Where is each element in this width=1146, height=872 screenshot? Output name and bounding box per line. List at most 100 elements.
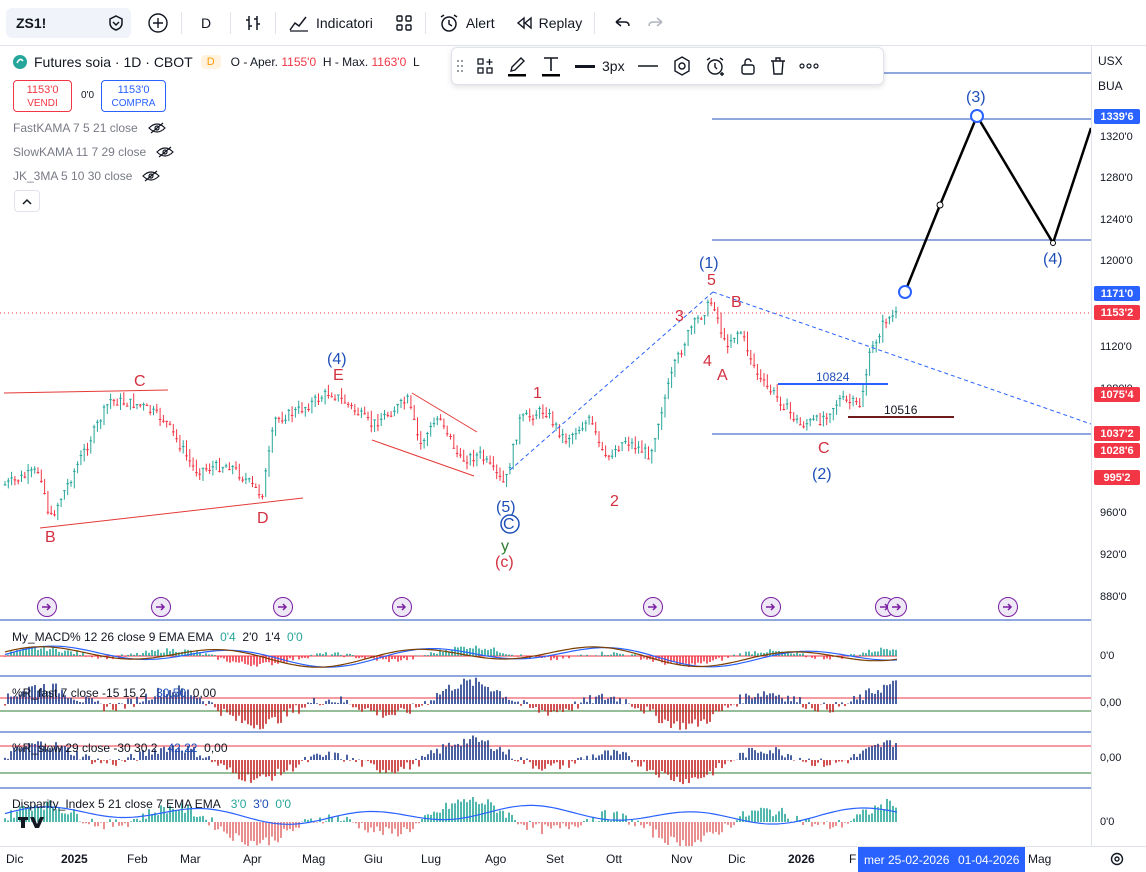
- layouts-button[interactable]: [387, 8, 421, 38]
- wave-label: A: [717, 367, 728, 384]
- event-marker-icon[interactable]: [643, 597, 663, 617]
- text-icon: [542, 57, 560, 77]
- indicator-slowkama[interactable]: SlowKAMA 11 7 29 close: [13, 145, 175, 159]
- gear-icon[interactable]: [1109, 851, 1125, 867]
- indicator-fastkama[interactable]: FastKAMA 7 5 21 close: [13, 121, 166, 135]
- time-axis[interactable]: Dic 2025 Feb Mar Apr Mag Giu Lug Ago Set…: [0, 846, 1146, 872]
- grid-icon: [396, 14, 412, 31]
- trendline: [411, 392, 478, 433]
- more-button[interactable]: [798, 51, 819, 81]
- sell-label: VENDI: [27, 98, 58, 109]
- spread-value: 0'0: [81, 90, 95, 101]
- time-tick: Ott: [606, 852, 623, 866]
- text-button[interactable]: [540, 51, 562, 81]
- projection-point: [1050, 240, 1056, 246]
- add-alert-button[interactable]: [705, 51, 727, 81]
- wave-label: C: [503, 516, 515, 533]
- macd-legend[interactable]: My_MACD% 12 26 close 9 EMA EMA 0'4 2'0 1…: [12, 630, 303, 644]
- price-tick: 1320'0: [1100, 131, 1133, 143]
- alert-button[interactable]: Alert: [430, 8, 503, 38]
- event-marker-icon[interactable]: [151, 597, 171, 617]
- wave-label: 4: [703, 353, 712, 370]
- buy-button[interactable]: 1153'0 COMPRA: [101, 80, 166, 112]
- event-marker-icon[interactable]: [37, 597, 57, 617]
- drag-handle[interactable]: [456, 51, 464, 81]
- pencil-icon: [508, 57, 526, 77]
- price-tag: 1037'2: [1094, 426, 1140, 441]
- macd-axis-label: 0'0: [1100, 650, 1115, 662]
- dashed-trendline: [712, 291, 1091, 425]
- chart-title[interactable]: Futures soia · 1D · CBOT: [34, 54, 193, 70]
- price-tick: 880'0: [1100, 591, 1127, 603]
- indicators-icon: [289, 16, 308, 32]
- wave-label: (2): [812, 466, 832, 483]
- price-axis[interactable]: USX BUA 1320'0 1280'0 1240'0 1200'0 1120…: [1091, 46, 1146, 846]
- gear-icon: [673, 56, 690, 76]
- time-tick: Mag: [302, 852, 326, 866]
- panel-value: 30,50: [156, 686, 187, 700]
- event-marker-icon[interactable]: [887, 597, 907, 617]
- add-symbol-button[interactable]: [139, 8, 177, 38]
- settings-button[interactable]: [671, 51, 693, 81]
- event-marker-icon[interactable]: [761, 597, 781, 617]
- soybean-logo-icon: [13, 55, 27, 69]
- time-tick: Mag: [1028, 852, 1052, 866]
- chart-type-button[interactable]: [235, 8, 271, 38]
- line-color-button[interactable]: [506, 51, 528, 81]
- price-chart[interactable]: [0, 46, 1091, 846]
- indicators-button[interactable]: Indicatori: [280, 8, 381, 38]
- lock-icon: [740, 58, 755, 75]
- undo-button[interactable]: [605, 8, 639, 38]
- divider: [181, 11, 182, 34]
- candles-group: [3, 297, 898, 521]
- disparity-legend[interactable]: Disparity_Index 5 21 close 7 EMA EMA 3'0…: [12, 797, 291, 811]
- time-tick: Lug: [421, 852, 442, 866]
- line-style-button[interactable]: [637, 51, 659, 81]
- replay-button[interactable]: Replay: [507, 8, 591, 38]
- delete-button[interactable]: [769, 51, 787, 81]
- panel-value: 0'0: [275, 797, 292, 811]
- range-end-date: 01-04-2026: [952, 847, 1026, 872]
- level-label: 10516: [884, 403, 918, 417]
- sell-button[interactable]: 1153'0 VENDI: [13, 80, 72, 112]
- price-tag: 1153'2: [1094, 305, 1140, 320]
- event-marker-icon[interactable]: [998, 597, 1018, 617]
- forward-icon: [892, 603, 902, 611]
- event-marker-icon[interactable]: [273, 597, 293, 617]
- drawing-toolbar: 3px: [451, 47, 884, 85]
- wave-label: C: [134, 373, 146, 390]
- price-tag: 995'2: [1094, 470, 1140, 485]
- line-width-button[interactable]: 3px: [574, 51, 625, 81]
- trash-icon: [770, 57, 785, 75]
- eye-hidden-icon[interactable]: [147, 122, 166, 134]
- wave-label: y: [501, 538, 509, 555]
- drag-dots-icon: [457, 60, 463, 72]
- replay-label: Replay: [538, 14, 583, 31]
- symbol-search[interactable]: ZS1!: [6, 7, 131, 38]
- rslow-legend[interactable]: %R_slow 29 close -30 30 2 42,22 0,00: [12, 741, 228, 755]
- time-tick: Dic: [728, 852, 746, 866]
- panel-title: Disparity_Index 5 21 close 7 EMA EMA: [12, 797, 221, 811]
- panel-value: 0,00: [204, 741, 228, 755]
- wave-label: B: [45, 529, 56, 546]
- lock-button[interactable]: [739, 51, 757, 81]
- indicator-jk3ma[interactable]: JK_3MA 5 10 30 close: [13, 169, 161, 183]
- wave-label: C: [818, 440, 830, 457]
- line-width-icon: [575, 65, 595, 68]
- wave-label: (5): [496, 499, 516, 516]
- shield-icon[interactable]: [107, 14, 125, 32]
- wave-label: 3: [675, 308, 684, 325]
- eye-hidden-icon[interactable]: [156, 146, 175, 158]
- redo-button[interactable]: [639, 8, 673, 38]
- panel-value: 42,22: [167, 741, 198, 755]
- template-button[interactable]: [476, 51, 494, 81]
- panel-title: %R_fast 7 close -15 15 2: [12, 686, 147, 700]
- event-marker-icon[interactable]: [392, 597, 412, 617]
- eye-hidden-icon[interactable]: [142, 170, 161, 182]
- price-tag: 1171'0: [1094, 286, 1140, 301]
- source-label[interactable]: BUA: [1098, 79, 1123, 93]
- collapse-legend-button[interactable]: [14, 190, 40, 212]
- rfast-legend[interactable]: %R_fast 7 close -15 15 2 30,50 0,00: [12, 686, 216, 700]
- currency-label[interactable]: USX: [1098, 54, 1123, 68]
- interval-button[interactable]: D: [200, 14, 212, 31]
